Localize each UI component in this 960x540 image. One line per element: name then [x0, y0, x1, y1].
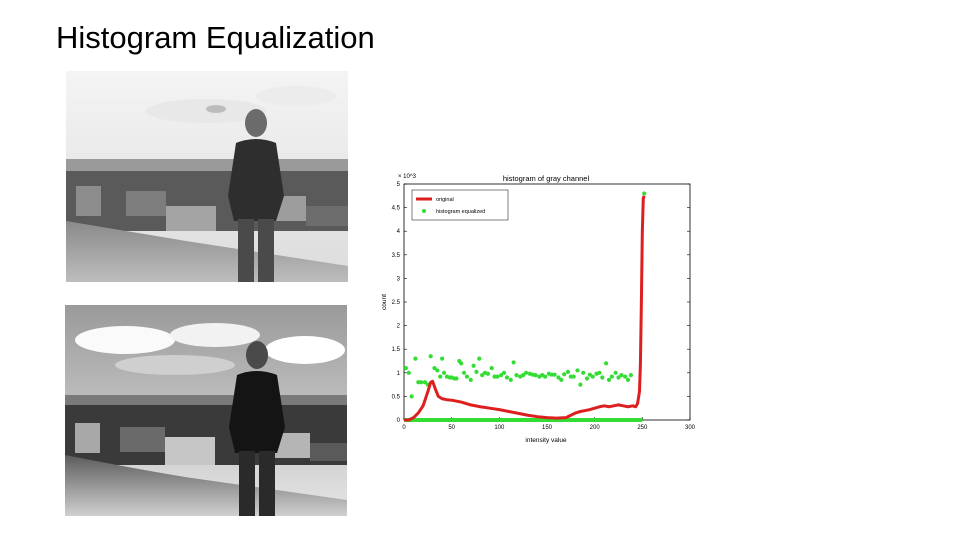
equalized-point — [495, 374, 500, 379]
equalized-point — [556, 375, 561, 380]
equalized-point — [619, 373, 624, 378]
equalized-point — [489, 365, 494, 371]
equalized-point — [477, 356, 482, 361]
equalized-point — [590, 374, 595, 379]
x-tick-label: 250 — [637, 425, 648, 431]
equalized-point — [499, 373, 504, 378]
equalized-point — [464, 374, 470, 379]
equalized-point — [440, 356, 445, 361]
equalized-point — [471, 363, 476, 368]
original-series-line — [404, 195, 646, 422]
equalized-point — [432, 365, 437, 371]
equalized-point — [459, 361, 464, 366]
equalized-point — [474, 369, 479, 374]
y-tick-label: 2 — [397, 324, 401, 330]
equalized-point — [623, 374, 628, 379]
equalized-point — [514, 373, 519, 378]
equalized-point — [559, 377, 564, 382]
equalized-point — [419, 380, 424, 385]
equalized-point — [422, 380, 428, 385]
equalized-point — [616, 375, 621, 380]
y-tick-label: 4.5 — [392, 206, 401, 212]
equalized-point — [468, 377, 473, 382]
legend-equalized-label: histogram equalized — [436, 209, 485, 215]
equalized-point — [575, 368, 580, 373]
equalized-point — [542, 374, 548, 379]
equalized-point — [454, 376, 459, 381]
equalized-point — [441, 370, 447, 375]
equalized-point — [523, 370, 529, 375]
equalized-point — [562, 372, 567, 377]
equalized-point — [485, 371, 490, 376]
y-tick-label: 5 — [397, 182, 401, 188]
y-axis-ticks: 0 0.5 1 1.5 2 2.5 3 3.5 4 4.5 5 — [392, 182, 690, 424]
equalized-series-markers — [403, 191, 647, 399]
y-tick-label: 1.5 — [392, 347, 401, 353]
equalized-point — [604, 361, 609, 366]
equalized-point — [406, 370, 411, 375]
original-grayscale-photo — [66, 71, 348, 282]
equalized-point — [600, 375, 605, 380]
chart-title: histogram of gray channel — [503, 174, 590, 183]
equalized-point — [511, 360, 516, 365]
y-tick-label: 3.5 — [392, 253, 401, 259]
x-tick-label: 200 — [590, 425, 601, 431]
equalized-point — [508, 377, 513, 382]
equalized-point — [625, 377, 631, 382]
equalized-point — [552, 372, 557, 377]
legend-box — [411, 189, 509, 221]
equalized-point — [504, 375, 510, 380]
equalized-point — [480, 373, 485, 378]
x-tick-label: 100 — [494, 425, 505, 431]
equalized-point — [521, 373, 526, 378]
equalized-point — [403, 365, 409, 371]
x-tick-label: 50 — [448, 425, 455, 431]
y-tick-label: 0.5 — [392, 394, 401, 400]
equalized-point — [438, 374, 443, 379]
x-tick-label: 300 — [685, 425, 696, 431]
equalized-point — [609, 374, 614, 379]
y-axis-label: count — [381, 294, 388, 310]
equalized-point — [461, 370, 467, 375]
legend-equalized-swatch — [422, 209, 426, 213]
x-tick-label: 0 — [402, 425, 406, 431]
equalized-point — [584, 376, 590, 381]
equalized-point — [613, 370, 618, 375]
slide-title: Histogram Equalization — [56, 20, 375, 55]
equalized-grayscale-photo — [65, 305, 347, 516]
equalized-point — [578, 382, 583, 387]
equalized-point — [571, 374, 576, 379]
equalized-point — [428, 354, 433, 359]
equalized-point — [642, 191, 647, 196]
y-axis-multiplier: × 10^3 — [398, 174, 417, 180]
x-axis-label: intensity value — [525, 437, 567, 444]
equalized-point — [502, 370, 507, 375]
equalized-point — [413, 356, 418, 361]
x-tick-label: 150 — [542, 425, 553, 431]
equalized-point — [409, 394, 414, 399]
y-tick-label: 3 — [397, 276, 401, 282]
equalized-point — [533, 373, 538, 378]
equalized-point — [597, 370, 602, 375]
equalized-point — [581, 370, 586, 375]
equalized-point — [565, 369, 571, 374]
y-tick-label: 1 — [397, 371, 401, 377]
equalized-point — [435, 368, 440, 373]
y-tick-label: 4 — [397, 229, 401, 235]
equalized-point — [606, 377, 612, 382]
y-tick-label: 0 — [397, 418, 401, 424]
legend: original histogram equalized — [411, 189, 509, 221]
equalized-point — [628, 373, 633, 378]
histogram-chart: histogram of gray channel × 10^3 intensi… — [381, 174, 696, 444]
y-tick-label: 2.5 — [392, 300, 401, 306]
legend-original-label: original — [436, 197, 454, 203]
